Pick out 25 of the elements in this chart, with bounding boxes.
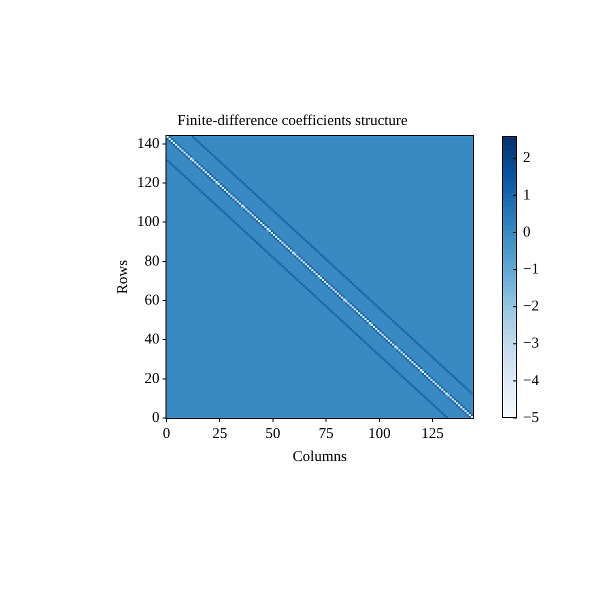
color-bar-label: −3 [523,336,539,352]
x-tick-label: 100 [368,426,391,442]
y-tick-label: 40 [144,332,160,348]
y-tick-label: 0 [152,410,160,426]
x-tick-label: 125 [421,426,444,442]
color-bar-label: −4 [523,372,540,389]
x-tick-label: 25 [212,426,228,442]
chart-title: Finite-difference coefficients structure [177,112,408,129]
y-axis-title: Rows [114,260,131,294]
color-bar-label: 0 [523,224,530,240]
y-tick-label: 60 [144,292,160,308]
y-tick-label: 120 [137,174,160,191]
x-tick-label: 50 [265,426,280,442]
color-bar-label: −5 [523,410,539,426]
y-tick-label: 20 [144,370,160,387]
color-bar-label: −1 [523,262,539,278]
x-tick-label: 0 [162,426,170,442]
color-bar-label: 2 [523,150,530,166]
x-tick-label: 75 [318,426,334,442]
x-axis-title: Columns [292,448,347,465]
color-bar-label: −2 [523,298,539,315]
y-tick-label: 140 [137,136,160,152]
y-tick-label: 100 [137,214,160,230]
color-bar-label: 1 [523,187,530,204]
y-tick-label: 80 [144,253,160,270]
